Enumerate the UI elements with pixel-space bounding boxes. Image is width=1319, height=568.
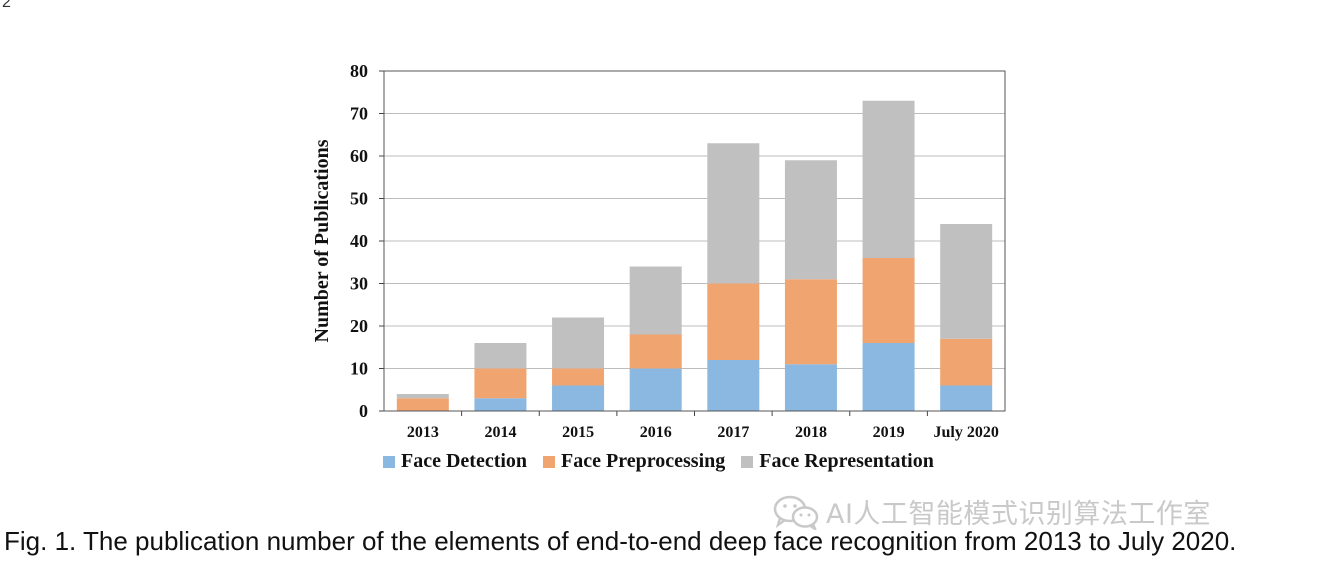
legend-swatch-face-preprocessing — [543, 455, 556, 468]
watermark: AI人工智能模式识别算法工作室 — [772, 492, 1211, 531]
bar-face-preprocessing — [784, 279, 837, 365]
bar-face-representation — [629, 266, 682, 335]
bar-face-detection — [784, 364, 837, 411]
bar-face-representation — [396, 394, 449, 399]
bar-face-detection — [862, 343, 915, 411]
y-tick-label: 0 — [359, 401, 368, 421]
bar-face-detection — [940, 385, 993, 411]
bar-face-representation — [940, 224, 993, 339]
x-tick-label: July 2020 — [934, 424, 999, 441]
x-tick-label: 2015 — [562, 424, 594, 441]
bar-face-preprocessing — [940, 338, 993, 386]
stacked-bar-chart: 0 10 20 30 40 50 60 70 80 2013 2014 2015 2016 2017 201… — [311, 61, 1006, 441]
x-tick-label: 2017 — [717, 424, 749, 441]
y-tick-label: 50 — [350, 189, 368, 209]
bar-face-representation — [707, 143, 760, 284]
bar-face-detection — [629, 368, 682, 411]
bar-face-detection — [552, 385, 605, 411]
legend-label-face-detection: Face Detection — [401, 450, 528, 472]
legend-swatch-face-detection — [383, 455, 395, 468]
legend-label-face-representation: Face Representation — [759, 450, 934, 472]
legend-item-face-preprocessing: Face Preprocessing — [543, 450, 725, 473]
page-number: 2 — [2, 0, 11, 11]
bar-face-preprocessing — [396, 398, 449, 411]
y-tick-label: 10 — [350, 359, 368, 379]
x-tick-label: 2018 — [795, 424, 827, 441]
bar-face-representation — [474, 343, 527, 369]
bar-face-preprocessing — [474, 368, 527, 399]
watermark-text: AI人工智能模式识别算法工作室 — [826, 499, 1211, 530]
y-axis-label: Number of Publications — [311, 139, 333, 342]
legend-swatch-face-representation — [741, 455, 754, 468]
x-tick-label: 2019 — [873, 424, 905, 441]
figure-caption: Fig. 1. The publication number of the el… — [4, 526, 1237, 556]
bar-face-representation — [784, 160, 837, 280]
bar-face-detection — [474, 398, 527, 411]
chart-legend: Face Detection Face Preprocessing Face R… — [383, 450, 950, 473]
y-tick-label: 60 — [350, 146, 368, 166]
x-tick-label: 2014 — [484, 424, 516, 441]
wechat-icon — [773, 495, 819, 530]
bar-face-preprocessing — [552, 368, 605, 386]
bar-face-representation — [552, 317, 605, 369]
y-tick-label: 80 — [350, 61, 368, 81]
y-tick-label: 40 — [350, 231, 368, 251]
y-tick-label: 70 — [350, 104, 368, 124]
bar-face-preprocessing — [707, 283, 760, 360]
x-tick-label: 2016 — [640, 424, 672, 441]
bar-face-detection — [707, 360, 760, 411]
bar-face-preprocessing — [629, 334, 682, 369]
y-tick-label: 30 — [350, 274, 368, 294]
x-tick-label: 2013 — [407, 424, 439, 441]
legend-item-face-representation: Face Representation — [741, 450, 934, 473]
plot-frame — [383, 70, 1006, 412]
bar-face-preprocessing — [862, 258, 915, 343]
legend-label-face-preprocessing: Face Preprocessing — [561, 450, 726, 472]
y-tick-label: 20 — [350, 316, 368, 336]
bar-face-representation — [862, 100, 915, 258]
legend-item-face-detection: Face Detection — [383, 450, 527, 473]
